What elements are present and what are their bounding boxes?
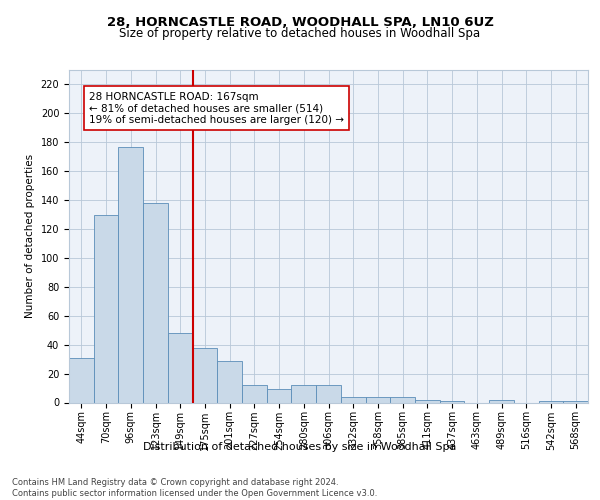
Bar — [365, 396, 390, 402]
Bar — [242, 385, 267, 402]
Bar — [341, 396, 365, 402]
Bar — [539, 401, 563, 402]
Bar — [390, 396, 415, 402]
Bar — [69, 358, 94, 403]
Bar — [94, 214, 118, 402]
Bar — [267, 390, 292, 402]
Bar — [415, 400, 440, 402]
Text: Size of property relative to detached houses in Woodhall Spa: Size of property relative to detached ho… — [119, 28, 481, 40]
Y-axis label: Number of detached properties: Number of detached properties — [25, 154, 35, 318]
Text: 28, HORNCASTLE ROAD, WOODHALL SPA, LN10 6UZ: 28, HORNCASTLE ROAD, WOODHALL SPA, LN10 … — [107, 16, 493, 29]
Bar — [563, 401, 588, 402]
Bar — [316, 385, 341, 402]
Bar — [217, 360, 242, 403]
Text: Distribution of detached houses by size in Woodhall Spa: Distribution of detached houses by size … — [143, 442, 457, 452]
Bar — [193, 348, 217, 403]
Bar — [118, 146, 143, 402]
Text: 28 HORNCASTLE ROAD: 167sqm
← 81% of detached houses are smaller (514)
19% of sem: 28 HORNCASTLE ROAD: 167sqm ← 81% of deta… — [89, 92, 344, 125]
Bar — [440, 401, 464, 402]
Text: Contains HM Land Registry data © Crown copyright and database right 2024.
Contai: Contains HM Land Registry data © Crown c… — [12, 478, 377, 498]
Bar — [489, 400, 514, 402]
Bar — [168, 333, 193, 402]
Bar — [292, 385, 316, 402]
Bar — [143, 203, 168, 402]
